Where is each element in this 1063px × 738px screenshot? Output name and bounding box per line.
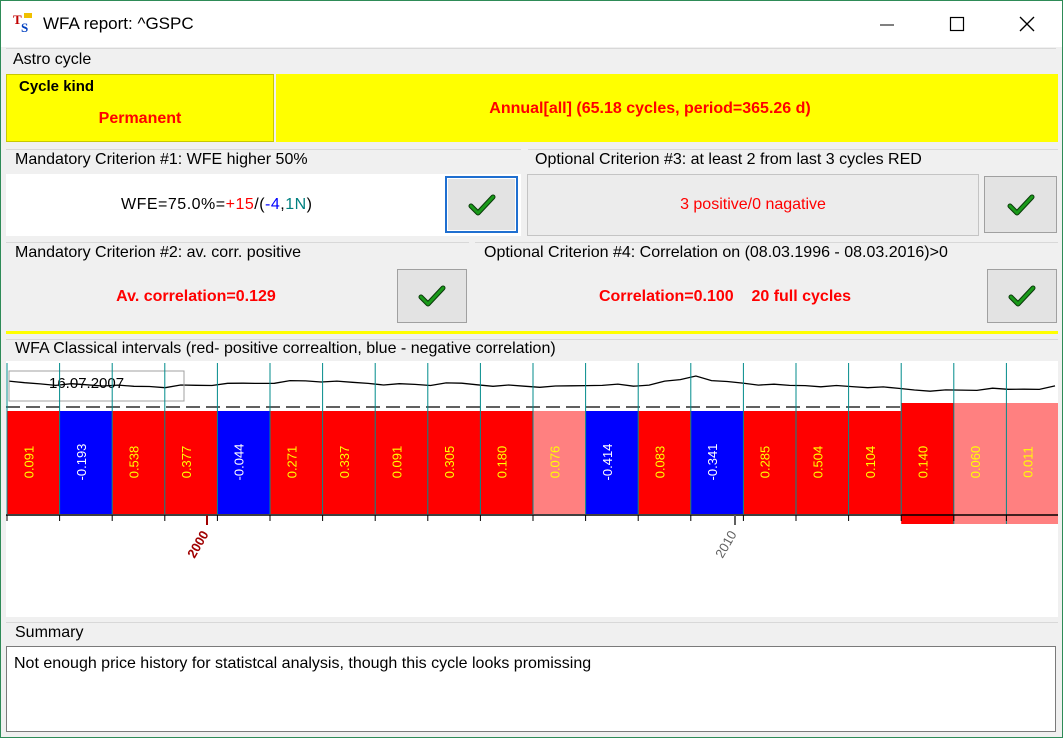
cycle-info-text: Annual[all] (65.18 cycles, period=365.26… (489, 100, 811, 117)
bar-value-label: -0.193 (74, 444, 89, 481)
separator (475, 242, 1058, 243)
bar-value-label: -0.341 (705, 444, 720, 481)
date-box (8, 370, 185, 402)
date-label: 16.07.2007 (49, 375, 124, 392)
checkmark-icon (1007, 194, 1034, 215)
checkmark-icon (468, 194, 495, 215)
cycle-kind-panel: Cycle kind Permanent (6, 74, 274, 142)
wfe-slash: /( (254, 196, 266, 213)
minimize-icon (880, 24, 894, 26)
wfe-value: WFE=75.0%=+15/(-4,1N) (121, 196, 313, 214)
bar-value-label: 0.337 (337, 446, 352, 479)
bar-value-label: 0.091 (21, 446, 36, 479)
checkmark-icon (1008, 285, 1036, 307)
bar (1006, 403, 1058, 524)
wfe-negative: -4 (265, 196, 281, 213)
yellow-divider (6, 331, 1058, 334)
bar (427, 411, 481, 514)
criterion3-value: 3 positive/0 nagative (680, 196, 826, 213)
bar-value-label: 0.060 (968, 446, 983, 479)
criterion3-panel: 3 positive/0 nagative (527, 174, 979, 236)
bar (270, 411, 323, 514)
astro-section-label: Astro cycle (13, 51, 92, 68)
criterion2-check-button[interactable] (397, 269, 467, 323)
bar-value-label: 0.091 (390, 446, 405, 479)
bar-value-label: 0.180 (495, 446, 510, 479)
bar (638, 411, 691, 514)
criterion3-label: Optional Criterion #3: at least 2 from l… (535, 151, 922, 168)
summary-textbox[interactable]: Not enough price history for statistcal … (6, 646, 1056, 732)
wfa-chart: 16.07.2007 0.091 -0.193 0.538 0.377 -0.044 0.2… (6, 361, 1058, 617)
wfe-neutral: 1N (285, 196, 307, 213)
bar (480, 411, 533, 514)
bar (164, 411, 218, 514)
bar (59, 411, 113, 514)
window-title: WFA report: ^GSPC (43, 14, 194, 33)
bar (112, 411, 165, 514)
svg-text:T: T (13, 12, 22, 27)
criterion4-check-button[interactable] (987, 269, 1057, 323)
bar (796, 411, 849, 514)
separator (6, 48, 1056, 49)
separator (528, 149, 1058, 150)
wfe-prefix: WFE=75.0%= (121, 196, 226, 213)
separator (6, 622, 1058, 623)
separator (6, 242, 469, 243)
separator (6, 339, 1058, 340)
bar-value-label: 0.377 (179, 446, 194, 479)
criterion2-label: Mandatory Criterion #2: av. corr. positi… (15, 244, 302, 261)
cycle-info-panel: Annual[all] (65.18 cycles, period=365.26… (276, 74, 1058, 142)
wfa-section-label: WFA Classical intervals (red- positive c… (15, 340, 556, 357)
wfe-close: ) (306, 196, 313, 213)
bar-value-label: 0.076 (547, 446, 562, 479)
bar-value-label: 0.504 (810, 446, 825, 479)
minimize-button[interactable] (864, 1, 910, 47)
criterion1-check-button[interactable] (445, 176, 518, 233)
bar (7, 411, 60, 514)
criterion4-label: Optional Criterion #4: Correlation on (0… (484, 244, 948, 261)
ts-logo-icon: T S (12, 12, 34, 35)
maximize-icon (949, 16, 965, 32)
bar-value-label: 0.083 (653, 446, 668, 479)
close-icon (1019, 16, 1035, 32)
bar (901, 403, 954, 524)
bar (585, 411, 639, 514)
cycle-kind-label: Cycle kind (19, 78, 95, 95)
separator (6, 149, 521, 150)
bar-value-label: 0.271 (284, 446, 299, 479)
price-line (8, 375, 1056, 392)
bar-value-label: 0.305 (442, 446, 457, 479)
svg-text:S: S (21, 20, 28, 34)
bar-value-label: 0.104 (863, 446, 878, 479)
bar (743, 411, 796, 514)
criterion1-panel: WFE=75.0%=+15/(-4,1N) (6, 174, 521, 236)
criterion4-value: Correlation=0.100 20 full cycles (598, 288, 852, 305)
wfe-positive: +15 (225, 196, 255, 213)
bar-value-label: 0.011 (1021, 446, 1036, 478)
bar (322, 411, 376, 514)
bar-value-label: -0.414 (600, 444, 615, 481)
bar (953, 403, 1007, 524)
summary-label: Summary (15, 624, 84, 641)
criterion2-value: Av. correlation=0.129 (116, 288, 276, 305)
cycle-kind-value: Permanent (98, 110, 182, 127)
wfe-comma: , (280, 196, 286, 213)
bar-value-label: 0.538 (127, 446, 142, 479)
close-button[interactable] (1004, 1, 1050, 47)
bar (690, 411, 744, 514)
criterion1-label: Mandatory Criterion #1: WFE higher 50% (15, 151, 308, 168)
bar (217, 411, 270, 514)
bar (375, 411, 428, 514)
bar-value-label: 0.140 (916, 446, 931, 479)
bar (533, 411, 586, 514)
bar-value-label: -0.044 (232, 444, 247, 481)
bar (848, 411, 902, 514)
criterion3-check-button[interactable] (984, 176, 1057, 233)
maximize-button[interactable] (934, 1, 980, 47)
checkmark-icon (418, 285, 446, 307)
bar-value-label: 0.285 (758, 446, 773, 479)
title-bar: T S WFA report: ^GSPC (1, 1, 1062, 47)
summary-text: Not enough price history for statistcal … (14, 655, 592, 672)
